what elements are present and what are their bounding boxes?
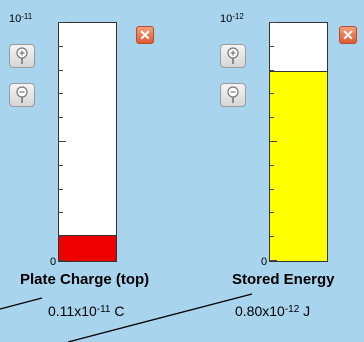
tick-mark xyxy=(269,212,274,213)
tick-mark xyxy=(269,46,274,47)
energy-tick-marks xyxy=(269,22,277,262)
tick-mark xyxy=(269,189,274,190)
energy-scale-max: 10-12 xyxy=(220,12,244,25)
tick-mark xyxy=(58,22,66,23)
charge-bar xyxy=(58,22,117,262)
tick-mark xyxy=(269,93,274,94)
close-icon: ✕ xyxy=(342,27,354,43)
energy-meter-value: 0.80x10-12 J xyxy=(235,303,311,319)
tick-mark xyxy=(58,165,63,166)
tick-mark xyxy=(58,189,63,190)
charge-tick-marks xyxy=(58,22,66,262)
zoom-out-icon xyxy=(16,86,28,103)
charge-bar-fill xyxy=(59,235,116,261)
tick-mark xyxy=(269,22,277,23)
tick-mark xyxy=(269,141,277,142)
tick-mark xyxy=(269,117,274,118)
tick-mark xyxy=(269,165,274,166)
tick-mark xyxy=(58,117,63,118)
energy-close-button[interactable]: ✕ xyxy=(339,26,357,44)
energy-meter-label: Stored Energy xyxy=(232,271,335,288)
charge-meter: 10-11 0 ✕ Plate Charge (top) 0.11x10-11 … xyxy=(9,12,154,319)
tick-mark xyxy=(58,236,63,237)
tick-mark xyxy=(58,260,66,261)
tick-mark xyxy=(58,46,63,47)
charge-close-button[interactable]: ✕ xyxy=(136,26,154,44)
tick-mark xyxy=(58,141,66,142)
energy-zoom-in-button[interactable] xyxy=(220,44,246,68)
energy-bar xyxy=(269,22,328,262)
zoom-in-icon xyxy=(16,47,28,64)
tick-mark xyxy=(269,70,274,71)
charge-scale-zero: 0 xyxy=(50,256,57,268)
energy-scale-zero: 0 xyxy=(261,256,268,268)
tick-mark xyxy=(58,93,63,94)
energy-bar-fill xyxy=(270,71,327,261)
tick-mark xyxy=(269,236,274,237)
charge-zoom-out-button[interactable] xyxy=(9,83,35,107)
energy-meter: 10-12 0 ✕ Stored Energy 0.80x10-12 J xyxy=(182,0,364,342)
charge-scale-max: 10-11 xyxy=(9,12,33,25)
close-icon: ✕ xyxy=(139,27,151,43)
tick-mark xyxy=(58,70,63,71)
energy-zoom-out-button[interactable] xyxy=(220,83,246,107)
tick-mark xyxy=(269,260,277,261)
zoom-in-icon xyxy=(227,47,239,64)
zoom-out-icon xyxy=(227,86,239,103)
charge-meter-label: Plate Charge (top) xyxy=(20,271,150,288)
charge-meter-value: 0.11x10-11 C xyxy=(48,303,125,319)
tick-mark xyxy=(58,212,63,213)
charge-zoom-in-button[interactable] xyxy=(9,44,35,68)
